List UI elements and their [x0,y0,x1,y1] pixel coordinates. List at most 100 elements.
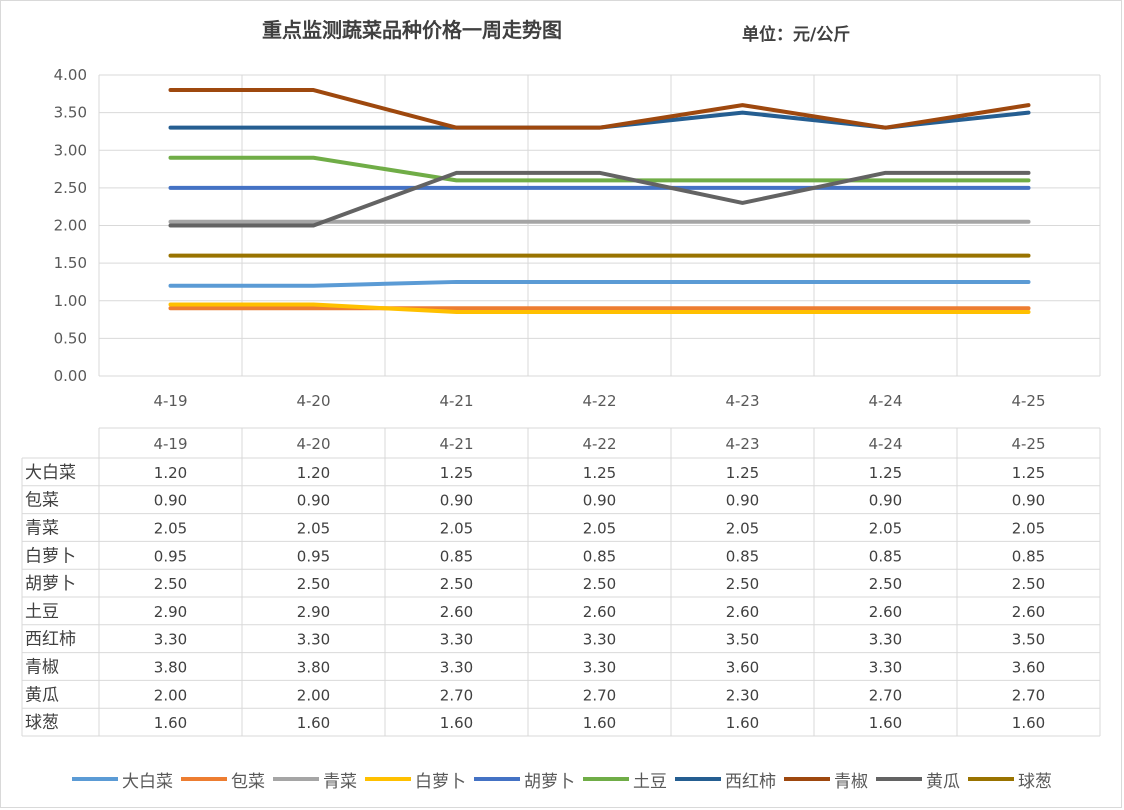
legend-item: 大白菜 [72,767,173,792]
chart-title: 重点监测蔬菜品种价格一周走势图 [262,18,562,42]
table-cell: 2.60 [440,603,473,621]
y-tick-label: 0.00 [54,367,87,385]
table-cell: 2.70 [440,686,473,704]
table-cell: 2.05 [583,520,616,538]
table-cell: 0.90 [869,492,902,510]
table-cell: 2.30 [726,686,759,704]
legend-swatch [968,777,1014,781]
table-cell: 2.60 [869,603,902,621]
series-line [168,88,1031,130]
y-tick-label: 3.00 [54,141,87,159]
table-cell: 3.30 [869,659,902,677]
table-cell: 3.80 [154,659,187,677]
x-tick-label: 4-21 [439,392,473,410]
table-row-name: 包菜 [25,491,59,511]
table-cell: 3.50 [726,631,759,649]
table-row-name: 青菜 [25,519,59,539]
table-cell: 0.85 [1012,547,1045,565]
legend-label: 胡萝卜 [524,771,575,792]
series-lines [168,88,1031,315]
series-line [168,302,1031,315]
legend-item: 包菜 [181,767,265,792]
table-cell: 3.60 [726,659,759,677]
table-header-label: 4-19 [153,435,187,453]
table-cell: 0.90 [440,492,473,510]
table-cell: 1.60 [726,714,759,732]
table-header-label: 4-20 [296,435,330,453]
table-cell: 0.85 [440,547,473,565]
table-header-label: 4-25 [1011,435,1045,453]
table-cell: 2.50 [583,575,616,593]
legend-swatch [876,777,922,781]
table-cell: 1.60 [869,714,902,732]
legend: 大白菜 包菜 青菜 白萝卜 胡萝卜 土豆 西红柿 青椒 黄瓜 球葱 [0,766,1124,792]
table-cell: 3.30 [440,659,473,677]
table-cell: 2.05 [297,520,330,538]
x-tick-label: 4-23 [725,392,759,410]
table-row-name: 球葱 [25,713,59,733]
table-row-name: 白萝卜 [25,546,76,566]
table-cell: 3.30 [869,631,902,649]
table-cell: 3.30 [583,631,616,649]
table-cell: 2.05 [869,520,902,538]
table-cell: 2.00 [154,686,187,704]
table-cell: 1.20 [154,464,187,482]
table-row-name: 西红柿 [25,630,76,650]
table-cell: 0.85 [583,547,616,565]
legend-swatch [365,777,411,781]
legend-item: 土豆 [583,767,667,792]
table-cell: 3.80 [297,659,330,677]
table-cell: 2.50 [297,575,330,593]
legend-swatch [273,777,319,781]
table-cell: 0.90 [154,492,187,510]
unit-label: 单位：元/公斤 [742,25,851,45]
table-cell: 3.30 [297,631,330,649]
legend-item: 黄瓜 [876,767,960,792]
legend-swatch [72,777,118,781]
table-cell: 1.20 [297,464,330,482]
table-row-name: 黄瓜 [25,685,59,705]
legend-item: 西红柿 [675,767,776,792]
legend-swatch [474,777,520,781]
x-tick-label: 4-19 [153,392,187,410]
table-cell: 1.25 [1012,464,1045,482]
x-tick-label: 4-20 [296,392,330,410]
table-cell: 3.60 [1012,659,1045,677]
table-cell: 2.60 [583,603,616,621]
table-cell: 1.60 [440,714,473,732]
y-tick-label: 2.00 [54,217,87,235]
series-line [168,279,1031,288]
table-cell: 2.50 [726,575,759,593]
table-header-label: 4-22 [582,435,616,453]
table-cell: 0.85 [726,547,759,565]
table-cell: 1.60 [1012,714,1045,732]
table-cell: 1.25 [440,464,473,482]
table-cell: 3.30 [583,659,616,677]
table-row-name: 大白菜 [25,463,76,483]
table-cell: 2.90 [297,603,330,621]
legend-label: 青菜 [323,771,357,792]
table-cell: 2.05 [726,520,759,538]
table-cell: 2.70 [1012,686,1045,704]
table-cell: 2.90 [154,603,187,621]
table-header-label: 4-21 [439,435,473,453]
table-cell: 1.60 [297,714,330,732]
legend-label: 大白菜 [122,771,173,792]
table-cell: 1.25 [869,464,902,482]
y-tick-label: 1.00 [54,292,87,310]
table-cell: 0.90 [583,492,616,510]
table-cell: 2.05 [154,520,187,538]
x-tick-label: 4-24 [868,392,902,410]
table-cell: 1.25 [583,464,616,482]
table-cell: 1.25 [726,464,759,482]
table-header-label: 4-24 [868,435,902,453]
table-cell: 2.50 [1012,575,1045,593]
table-cell: 2.50 [440,575,473,593]
legend-swatch [181,777,227,781]
series-line [168,155,1031,183]
legend-item: 球葱 [968,767,1052,792]
table-row-name: 青椒 [25,658,59,678]
legend-swatch [583,777,629,781]
table-cell: 3.30 [440,631,473,649]
table-cell: 1.60 [583,714,616,732]
